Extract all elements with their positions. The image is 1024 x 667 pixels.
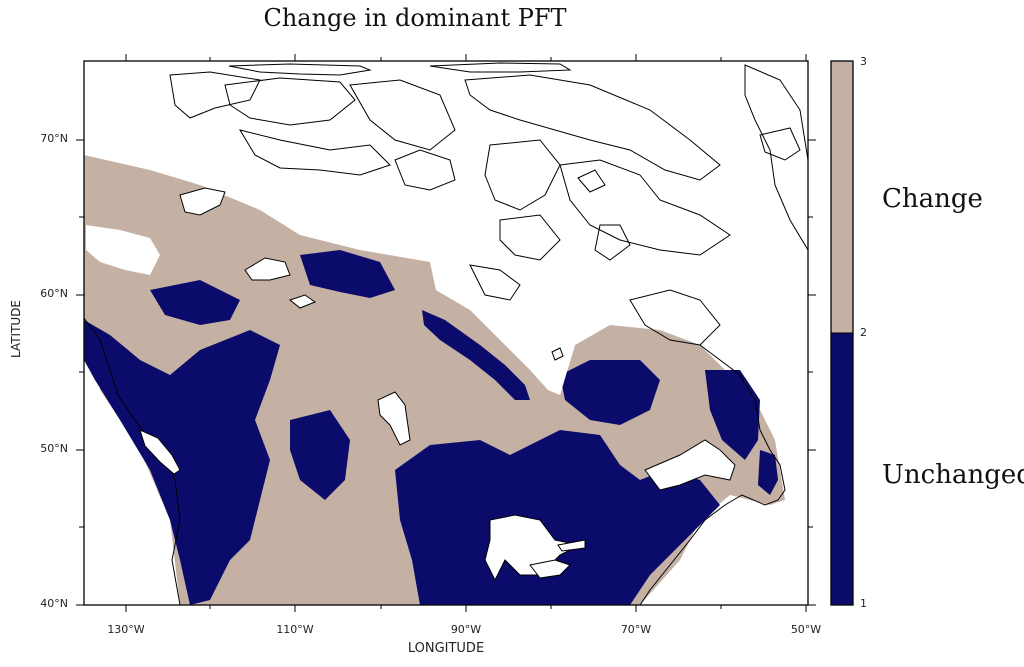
unchanged-region-central [290,410,350,500]
x-tick-label: 130°W [107,623,145,636]
lake-erie-ontario [529,559,571,579]
y-tick-label: 70°N [40,132,68,145]
x-tick-marks [125,54,807,612]
colorbar-tick-label: 1 [860,597,867,610]
lake-superior-strip [557,539,586,552]
arctic-coastlines [169,62,808,346]
x-tick-label: 110°W [276,623,314,636]
unchanged-region-west [84,320,280,605]
legend-label-unchanged: Unchanged [882,460,1024,490]
vancouver-island [139,429,181,475]
atlantic-coastline [639,344,786,605]
unchanged-region-south [395,430,720,605]
lake-athabasca [288,294,317,309]
unchanged-region-labrador [705,370,760,460]
unchanged-region-quebec [560,360,660,425]
unchanged-region-east-coast [758,450,778,495]
y-tick-label: 50°N [40,442,68,455]
unchanged-region-hudson-shore [422,310,530,400]
plot-frame [83,60,809,606]
x-tick-label: 70°W [620,623,652,636]
y-tick-label: 60°N [40,287,68,300]
x-tick-label: 90°W [450,623,482,636]
lake-great-slave [244,257,291,281]
x-axis-label: LONGITUDE [407,641,485,656]
colorbar-tick-label: 2 [860,326,867,339]
map-title: Change in dominant PFT [263,4,567,32]
legend-label-change: Change [882,184,983,214]
lake-winnipeg [377,391,411,446]
hudson-bay [430,235,575,395]
unchanged-region-north [300,250,395,298]
y-tick-marks [76,139,816,606]
colorbar-tick-label: 3 [860,55,867,68]
tundra-patch-west [86,225,160,275]
colorbar-unchanged-swatch [831,333,853,605]
colorbar-change-swatch [831,61,853,333]
james-bay-island [551,347,564,361]
unchanged-region-bc-north [150,280,240,325]
y-axis-label: LATITUDE [9,299,23,359]
gulf-st-lawrence [644,439,736,491]
lake-great-bear [179,187,226,216]
x-tick-label: 50°W [790,623,822,636]
y-tick-label: 40°N [40,597,68,610]
